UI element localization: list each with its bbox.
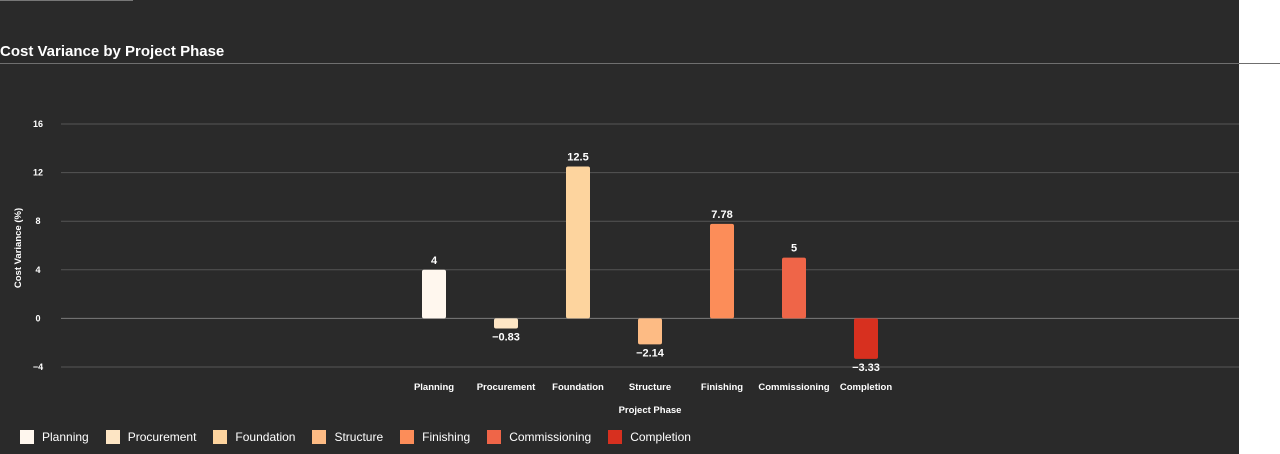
value-label: 12.5 bbox=[567, 152, 588, 164]
x-tick-label: Completion bbox=[840, 382, 892, 393]
y-tick-label: 12 bbox=[33, 168, 43, 178]
x-axis-title: Project Phase bbox=[619, 405, 682, 416]
x-tick-label: Finishing bbox=[701, 382, 743, 393]
chart-panel bbox=[0, 0, 1239, 454]
y-tick-label: 0 bbox=[35, 313, 40, 323]
legend-label: Procurement bbox=[127, 430, 197, 444]
legend-swatch bbox=[487, 430, 502, 444]
legend-swatch bbox=[213, 430, 228, 444]
y-axis-title: Cost Variance (%) bbox=[13, 208, 24, 288]
bar-planning bbox=[422, 269, 446, 319]
chart-title: Cost Variance by Project Phase bbox=[0, 43, 225, 60]
y-tick-label: 16 bbox=[33, 119, 43, 129]
bar-chart: 16 12 8 4 0 −4 4 Planning −0.83 Procurement 12.5 Fo… bbox=[13, 119, 1239, 416]
bar-finishing bbox=[710, 223, 734, 319]
legend-item-procurement[interactable]: Procurement bbox=[105, 430, 197, 444]
legend-label: Planning bbox=[42, 430, 89, 444]
legend-swatch bbox=[400, 430, 415, 444]
x-tick-label: Foundation bbox=[552, 382, 604, 393]
value-label: 5 bbox=[791, 243, 797, 255]
legend-label: Completion bbox=[630, 430, 691, 444]
bar-commissioning bbox=[782, 257, 806, 319]
legend-item-foundation[interactable]: Foundation bbox=[213, 430, 295, 444]
y-tick-label: 8 bbox=[35, 216, 40, 226]
value-label: −3.33 bbox=[852, 362, 880, 374]
legend-item-planning[interactable]: Planning bbox=[20, 430, 89, 444]
legend-item-structure[interactable]: Structure bbox=[312, 430, 383, 444]
value-label: −2.14 bbox=[636, 347, 665, 359]
bar-procurement bbox=[494, 318, 518, 329]
legend-swatch bbox=[105, 430, 120, 444]
bars bbox=[422, 166, 878, 359]
bar-completion bbox=[854, 318, 878, 359]
x-tick-label: Planning bbox=[414, 382, 454, 393]
x-tick-label: Procurement bbox=[477, 382, 536, 393]
legend: Planning Procurement Foundation Structure Fi… bbox=[20, 430, 708, 444]
bar-foundation bbox=[566, 166, 590, 319]
legend-item-finishing[interactable]: Finishing bbox=[400, 430, 470, 444]
labels: 16 12 8 4 0 −4 4 Planning −0.83 Procurement 12.5 Fo… bbox=[33, 119, 892, 393]
title-divider bbox=[0, 63, 1280, 64]
legend-item-commissioning[interactable]: Commissioning bbox=[487, 430, 591, 444]
legend-swatch bbox=[608, 430, 623, 444]
y-tick-label: 4 bbox=[35, 265, 40, 275]
bar-structure bbox=[638, 318, 662, 345]
tab-indicator bbox=[0, 0, 133, 1]
legend-label: Structure bbox=[334, 430, 384, 444]
legend-item-completion[interactable]: Completion bbox=[608, 430, 691, 444]
y-tick-label: −4 bbox=[33, 362, 43, 372]
value-label: −0.83 bbox=[492, 331, 520, 343]
legend-label: Foundation bbox=[235, 430, 296, 444]
legend-swatch bbox=[312, 430, 327, 444]
value-label: 7.78 bbox=[711, 209, 732, 221]
value-label: 4 bbox=[431, 255, 438, 267]
x-tick-label: Commissioning bbox=[758, 382, 829, 393]
legend-swatch bbox=[20, 430, 34, 444]
legend-label: Commissioning bbox=[509, 430, 592, 444]
x-tick-label: Structure bbox=[629, 382, 671, 393]
legend-label: Finishing bbox=[422, 430, 471, 444]
